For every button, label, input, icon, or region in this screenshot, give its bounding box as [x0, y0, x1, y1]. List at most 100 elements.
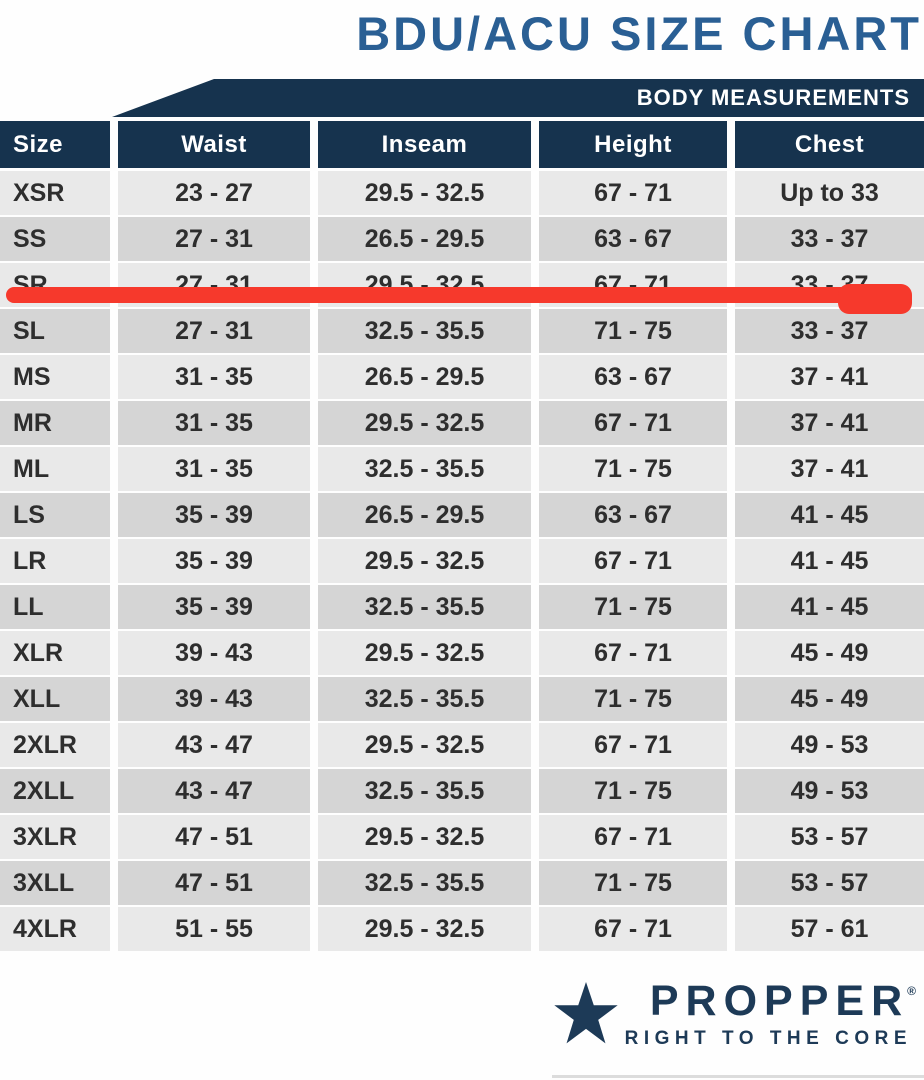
cell-inseam: 29.5 - 32.5	[318, 539, 531, 583]
propper-logo: PROPPER ® RIGHT TO THE CORE	[553, 977, 916, 1050]
table-row-lr: LR 35 - 39 29.5 - 32.5 67 - 71 41 - 45	[0, 539, 924, 583]
body-measurements-label: BODY MEASUREMENTS	[636, 85, 910, 110]
cell-size: XLL	[0, 677, 110, 721]
bottom-divider	[552, 1075, 924, 1078]
cell-chest: 41 - 45	[735, 585, 924, 629]
cell-inseam: 32.5 - 35.5	[318, 861, 531, 905]
cell-waist: 35 - 39	[118, 493, 310, 537]
cell-waist: 35 - 39	[118, 585, 310, 629]
cell-waist: 27 - 31	[118, 309, 310, 353]
column-header-size: Size	[0, 121, 110, 168]
cell-waist: 43 - 47	[118, 723, 310, 767]
cell-chest: 41 - 45	[735, 493, 924, 537]
table-row-4xlr: 4XLR 51 - 55 29.5 - 32.5 67 - 71 57 - 61	[0, 907, 924, 951]
table-row-mr: MR 31 - 35 29.5 - 32.5 67 - 71 37 - 41	[0, 401, 924, 445]
cell-inseam: 32.5 - 35.5	[318, 585, 531, 629]
column-header-inseam: Inseam	[318, 121, 531, 168]
cell-size: LL	[0, 585, 110, 629]
cell-size: SL	[0, 309, 110, 353]
cell-inseam: 29.5 - 32.5	[318, 723, 531, 767]
cell-size: LR	[0, 539, 110, 583]
cell-height: 67 - 71	[539, 401, 727, 445]
cell-inseam: 32.5 - 35.5	[318, 447, 531, 491]
cell-chest: 45 - 49	[735, 631, 924, 675]
table-row-2xlr: 2XLR 43 - 47 29.5 - 32.5 67 - 71 49 - 53	[0, 723, 924, 767]
cell-height: 71 - 75	[539, 769, 727, 813]
cell-height: 63 - 67	[539, 355, 727, 399]
cell-size: MS	[0, 355, 110, 399]
registered-mark: ®	[907, 984, 916, 998]
cell-inseam: 26.5 - 29.5	[318, 355, 531, 399]
table-row-2xll: 2XLL 43 - 47 32.5 - 35.5 71 - 75 49 - 53	[0, 769, 924, 813]
cell-inseam: 32.5 - 35.5	[318, 309, 531, 353]
table-row-ls: LS 35 - 39 26.5 - 29.5 63 - 67 41 - 45	[0, 493, 924, 537]
table-row-ms: MS 31 - 35 26.5 - 29.5 63 - 67 37 - 41	[0, 355, 924, 399]
star-icon	[553, 981, 618, 1044]
table-row-xlr: XLR 39 - 43 29.5 - 32.5 67 - 71 45 - 49	[0, 631, 924, 675]
cell-waist: 39 - 43	[118, 631, 310, 675]
cell-waist: 43 - 47	[118, 769, 310, 813]
logo-text: PROPPER ® RIGHT TO THE CORE	[624, 977, 916, 1050]
cell-waist: 27 - 31	[118, 217, 310, 261]
cell-height: 71 - 75	[539, 861, 727, 905]
cell-waist: 39 - 43	[118, 677, 310, 721]
cell-size: XLR	[0, 631, 110, 675]
cell-height: 71 - 75	[539, 309, 727, 353]
cell-size: MR	[0, 401, 110, 445]
cell-inseam: 26.5 - 29.5	[318, 217, 531, 261]
cell-size: 3XLL	[0, 861, 110, 905]
cell-inseam: 29.5 - 32.5	[318, 631, 531, 675]
cell-chest: 49 - 53	[735, 723, 924, 767]
column-header-chest: Chest	[735, 121, 924, 168]
cell-inseam: 29.5 - 32.5	[318, 171, 531, 215]
cell-inseam: 29.5 - 32.5	[318, 907, 531, 951]
cell-chest: 57 - 61	[735, 907, 924, 951]
cell-height: 63 - 67	[539, 217, 727, 261]
cell-chest: Up to 33	[735, 171, 924, 215]
cell-chest: 37 - 41	[735, 355, 924, 399]
cell-size: 2XLL	[0, 769, 110, 813]
cell-size: ML	[0, 447, 110, 491]
cell-size: XSR	[0, 171, 110, 215]
cell-waist: 31 - 35	[118, 447, 310, 491]
table-row-3xll: 3XLL 47 - 51 32.5 - 35.5 71 - 75 53 - 57	[0, 861, 924, 905]
cell-chest: 45 - 49	[735, 677, 924, 721]
cell-size: SS	[0, 217, 110, 261]
cell-waist: 47 - 51	[118, 861, 310, 905]
table-header-row: Size Waist Inseam Height Chest	[0, 121, 924, 168]
table-row-ll: LL 35 - 39 32.5 - 35.5 71 - 75 41 - 45	[0, 585, 924, 629]
sr-row-highlight-marker	[6, 284, 912, 314]
brand-name: PROPPER	[649, 977, 910, 1025]
body-measurements-banner: BODY MEASUREMENTS	[112, 79, 924, 117]
cell-inseam: 26.5 - 29.5	[318, 493, 531, 537]
cell-size: 2XLR	[0, 723, 110, 767]
table-row-xll: XLL 39 - 43 32.5 - 35.5 71 - 75 45 - 49	[0, 677, 924, 721]
cell-waist: 23 - 27	[118, 171, 310, 215]
cell-chest: 37 - 41	[735, 401, 924, 445]
cell-height: 71 - 75	[539, 447, 727, 491]
cell-inseam: 29.5 - 32.5	[318, 815, 531, 859]
cell-height: 67 - 71	[539, 539, 727, 583]
cell-height: 67 - 71	[539, 631, 727, 675]
cell-chest: 53 - 57	[735, 815, 924, 859]
table-row-ss: SS 27 - 31 26.5 - 29.5 63 - 67 33 - 37	[0, 217, 924, 261]
cell-height: 71 - 75	[539, 585, 727, 629]
cell-inseam: 29.5 - 32.5	[318, 401, 531, 445]
cell-height: 67 - 71	[539, 723, 727, 767]
cell-waist: 31 - 35	[118, 401, 310, 445]
table-body: XSR 23 - 27 29.5 - 32.5 67 - 71 Up to 33 SS 27…	[0, 171, 924, 951]
cell-height: 63 - 67	[539, 493, 727, 537]
cell-chest: 33 - 37	[735, 217, 924, 261]
cell-height: 67 - 71	[539, 815, 727, 859]
table-row-xsr: XSR 23 - 27 29.5 - 32.5 67 - 71 Up to 33	[0, 171, 924, 215]
cell-size: 4XLR	[0, 907, 110, 951]
cell-chest: 37 - 41	[735, 447, 924, 491]
column-header-waist: Waist	[118, 121, 310, 168]
cell-size: LS	[0, 493, 110, 537]
column-header-height: Height	[539, 121, 727, 168]
table-row-ml: ML 31 - 35 32.5 - 35.5 71 - 75 37 - 41	[0, 447, 924, 491]
cell-inseam: 32.5 - 35.5	[318, 769, 531, 813]
brand-tagline: RIGHT TO THE CORE	[624, 1028, 912, 1050]
cell-waist: 47 - 51	[118, 815, 310, 859]
